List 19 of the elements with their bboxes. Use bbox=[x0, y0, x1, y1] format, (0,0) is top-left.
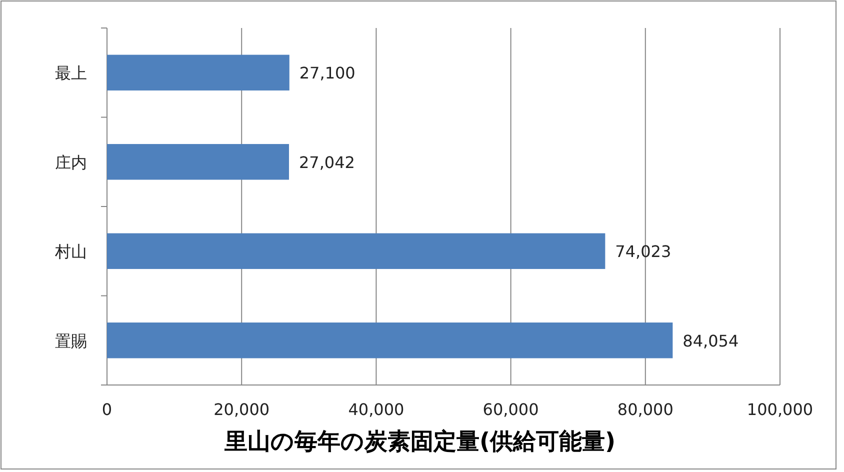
x-axis-title: 里山の毎年の炭素固定量(供給可能量) bbox=[223, 428, 616, 455]
x-tick-label: 100,000 bbox=[746, 400, 814, 419]
y-tick-label: 庄内 bbox=[55, 152, 87, 172]
x-tick-label: 0 bbox=[102, 400, 112, 419]
x-tick-label: 20,000 bbox=[214, 400, 270, 419]
bar bbox=[107, 233, 606, 269]
data-label: 27,042 bbox=[298, 152, 355, 172]
data-label: 84,054 bbox=[682, 331, 739, 350]
x-tick-label: 80,000 bbox=[617, 400, 674, 419]
x-tick-label: 60,000 bbox=[482, 400, 539, 419]
y-tick-label: 村山 bbox=[54, 242, 87, 262]
y-tick-label: 最上 bbox=[55, 64, 87, 83]
data-label: 27,100 bbox=[299, 64, 356, 83]
x-tick-label: 40,000 bbox=[348, 400, 404, 419]
bar bbox=[107, 144, 289, 180]
data-label: 74,023 bbox=[615, 242, 672, 262]
y-tick-label: 置賜 bbox=[55, 331, 87, 350]
bar bbox=[107, 54, 290, 90]
bar bbox=[107, 322, 673, 358]
